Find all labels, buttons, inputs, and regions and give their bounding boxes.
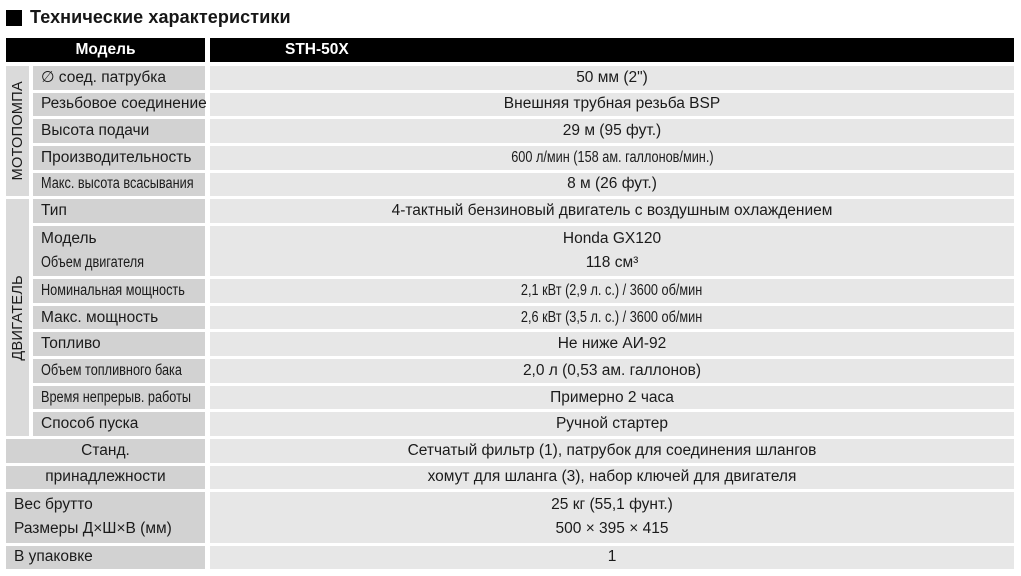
spec-row: принадлежности хомут для шланга (3), наб… — [6, 465, 1014, 490]
row-label: Размеры Д×Ш×В (мм) — [14, 520, 172, 538]
section-rows-motopompa: ∅ соед. патрубка 50 мм (2") Резьбовое со… — [33, 66, 1014, 199]
section-rows-general: Станд. Сетчатый фильтр (1), патрубок для… — [6, 438, 1014, 572]
page-title-bar: Технические характеристики — [6, 7, 291, 28]
row-label: Объем двигателя — [41, 254, 145, 272]
section-strip-motopompa: МОТОПОМПА — [6, 66, 29, 197]
row-value: 2,1 кВт (2,9 л. с.) / 3600 об/мин — [210, 279, 1014, 303]
row-label: В упаковке — [6, 545, 205, 570]
header-model-value: STH-50X — [285, 41, 349, 58]
section-label-dvigatel: ДВИГАТЕЛЬ — [9, 274, 26, 361]
row-label: Высота подачи — [33, 119, 205, 143]
row-label: Макс. мощность — [33, 305, 205, 330]
row-label: Объем топливного бака — [33, 359, 205, 383]
spec-row: Тип 4-тактный бензиновый двигатель с воз… — [33, 199, 1014, 223]
row-value: 2,0 л (0,53 ам. галлонов) — [210, 359, 1014, 383]
spec-row: Высота подачи 29 м (95 фут.) — [33, 119, 1014, 143]
page-title: Технические характеристики — [30, 7, 291, 27]
row-value: Honda GX120 — [562, 229, 662, 247]
row-label: Производительность — [33, 145, 205, 170]
row-value: 29 м (95 фут.) — [210, 119, 1014, 143]
spec-row: Способ пуска Ручной стартер — [33, 412, 1014, 436]
row-label: Способ пуска — [33, 412, 205, 436]
section-general: Станд. Сетчатый фильтр (1), патрубок для… — [6, 438, 1014, 572]
row-label: Номинальная мощность — [33, 279, 205, 303]
row-value: хомут для шланга (3), набор ключей для д… — [210, 465, 1014, 490]
spec-row: Станд. Сетчатый фильтр (1), патрубок для… — [6, 438, 1014, 463]
row-value: 8 м (26 фут.) — [210, 172, 1014, 197]
row-label: Топливо — [33, 332, 205, 357]
spec-row: Время непрерыв. работы Примерно 2 часа — [33, 385, 1014, 410]
row-value-text: 2,6 кВт (3,5 л. с.) / 3600 об/мин — [521, 308, 703, 326]
row-label: ∅ соед. патрубка — [33, 66, 205, 90]
row-value: 1 — [210, 545, 1014, 570]
row-label-text: Макс. высота всасывания — [41, 175, 194, 193]
row-label: Модель — [41, 229, 97, 247]
row-label-text: Номинальная мощность — [41, 281, 185, 299]
section-strip-dvigatel: ДВИГАТЕЛЬ — [6, 199, 29, 436]
row-value: 118 см³ — [585, 254, 639, 272]
row-value: 2,6 кВт (3,5 л. с.) / 3600 об/мин — [210, 305, 1014, 330]
row-value-text: 2,1 кВт (2,9 л. с.) / 3600 об/мин — [521, 281, 703, 299]
row-label: Резьбовое соединение — [33, 92, 207, 117]
row-label: Станд. — [6, 438, 205, 463]
row-value: 25 кг (55,1 фунт.) — [551, 496, 673, 514]
title-square-bullet-icon — [6, 9, 22, 26]
row-label-text: Объем топливного бака — [41, 361, 182, 379]
row-value: Сетчатый фильтр (1), патрубок для соедин… — [210, 438, 1014, 463]
row-value: 500 × 395 × 415 — [555, 520, 669, 538]
row-label-group: Модель Объем двигателя — [33, 225, 205, 277]
table-header-row: Модель STH-50X — [6, 38, 1014, 62]
header-model-cell: Модель — [6, 38, 205, 62]
row-label: Тип — [33, 199, 205, 223]
row-label-group: Вес брутто Размеры Д×Ш×В (мм) — [6, 492, 205, 543]
row-value: Примерно 2 часа — [210, 385, 1014, 410]
row-label-text: Время непрерыв. работы — [41, 388, 192, 406]
row-value: Ручной стартер — [210, 412, 1014, 436]
row-value: 4-тактный бензиновый двигатель с воздушн… — [210, 199, 1014, 223]
spec-row: ∅ соед. патрубка 50 мм (2") — [33, 66, 1014, 90]
section-dvigatel: ДВИГАТЕЛЬ Тип 4-тактный бензиновый двига… — [6, 199, 1014, 439]
row-value: 50 мм (2") — [210, 66, 1014, 90]
spec-row: Объем топливного бака 2,0 л (0,53 ам. га… — [33, 359, 1014, 383]
section-rows-dvigatel: Тип 4-тактный бензиновый двигатель с воз… — [33, 199, 1014, 439]
spec-table: Модель STH-50X МОТОПОМПА ∅ соед. патрубк… — [6, 38, 1014, 572]
row-label: Время непрерыв. работы — [33, 385, 205, 410]
spec-row: Макс. высота всасывания 8 м (26 фут.) — [33, 172, 1014, 197]
section-motopompa: МОТОПОМПА ∅ соед. патрубка 50 мм (2") Ре… — [6, 66, 1014, 199]
spec-row: Номинальная мощность 2,1 кВт (2,9 л. с.)… — [33, 279, 1014, 303]
header-value-cell: STH-50X — [210, 38, 1014, 62]
row-value: Не ниже АИ-92 — [210, 332, 1014, 357]
row-label: Вес брутто — [14, 496, 93, 514]
spec-row: Производительность 600 л/мин (158 ам. га… — [33, 145, 1014, 170]
row-value: 600 л/мин (158 ам. галлонов/мин.) — [210, 145, 1014, 170]
spec-row-merged: Вес брутто Размеры Д×Ш×В (мм) 25 кг (55,… — [6, 492, 1014, 543]
spec-row: Топливо Не ниже АИ-92 — [33, 332, 1014, 357]
row-value-text: 600 л/мин (158 ам. галлонов/мин.) — [510, 148, 714, 166]
spec-row: В упаковке 1 — [6, 545, 1014, 570]
spec-row: Макс. мощность 2,6 кВт (3,5 л. с.) / 360… — [33, 305, 1014, 330]
spec-row: Резьбовое соединение Внешняя трубная рез… — [33, 92, 1014, 117]
row-label: Макс. высота всасывания — [33, 172, 205, 197]
row-value: Внешняя трубная резьба BSP — [210, 92, 1014, 117]
row-value-group: 25 кг (55,1 фунт.) 500 × 395 × 415 — [210, 492, 1014, 543]
row-label: принадлежности — [6, 465, 205, 490]
spec-row-merged: Модель Объем двигателя Honda GX120 118 с… — [33, 225, 1014, 277]
row-value-group: Honda GX120 118 см³ — [210, 225, 1014, 277]
section-label-motopompa: МОТОПОМПА — [9, 81, 26, 181]
